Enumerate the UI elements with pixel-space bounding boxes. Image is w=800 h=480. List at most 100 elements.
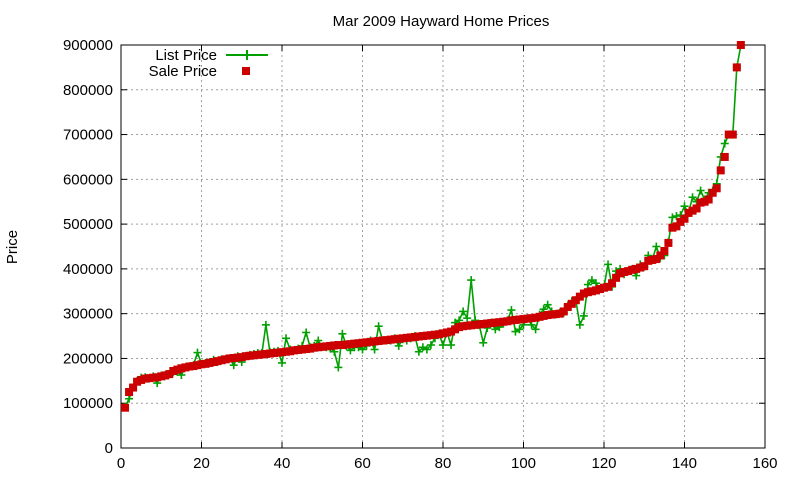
sale-price-point <box>249 351 258 360</box>
sale-price-point <box>197 360 206 369</box>
sale-price-point <box>608 279 617 288</box>
sale-price-point <box>632 264 641 273</box>
sale-price-point <box>692 204 701 213</box>
list-price-point <box>282 334 291 343</box>
sale-price-point <box>346 340 355 349</box>
list-price-point <box>193 348 202 357</box>
list-price-point <box>314 336 323 345</box>
sale-price-point <box>362 338 371 347</box>
sale-price-point <box>680 214 689 223</box>
list-price-point <box>374 322 383 331</box>
sale-price-point <box>189 362 198 371</box>
sale-price-point <box>342 340 351 349</box>
sale-price-point <box>463 321 472 330</box>
sale-price-point <box>129 383 138 392</box>
grid <box>121 45 765 448</box>
list-price-point <box>414 347 423 356</box>
legend-label-sale-price: Sale Price <box>149 63 217 80</box>
sale-price-point <box>511 315 520 324</box>
sale-price-point <box>559 307 568 316</box>
list-price-point <box>278 358 286 367</box>
sale-price-point <box>205 358 214 367</box>
sale-price-point <box>587 287 596 296</box>
sale-price-point <box>567 299 576 308</box>
sale-price-point <box>624 267 633 276</box>
sale-price-point <box>471 320 480 329</box>
sale-price-point <box>535 312 544 321</box>
list-price-point <box>426 341 435 350</box>
y-tick-label: 300000 <box>63 306 113 323</box>
list-price-point <box>543 300 552 309</box>
sale-price-point <box>704 195 713 204</box>
y-tick-label: 900000 <box>63 37 113 54</box>
sale-price-point <box>338 341 347 350</box>
sale-price-point <box>165 370 174 379</box>
sale-price-point <box>732 63 741 72</box>
sale-price-point <box>600 283 608 292</box>
sale-price-point <box>503 317 512 326</box>
list-price-point <box>451 318 460 327</box>
x-tick-label: 40 <box>274 455 291 472</box>
sale-price-point <box>604 282 613 291</box>
sale-price-point <box>245 351 254 360</box>
sale-price-point <box>724 130 733 139</box>
sale-price-point <box>185 362 194 371</box>
list-price-point <box>302 328 311 337</box>
x-tick-label: 120 <box>591 455 616 472</box>
sale-price-point <box>209 358 218 367</box>
y-tick-label: 0 <box>105 440 113 457</box>
x-tick-label: 140 <box>672 455 697 472</box>
sale-price-point <box>579 289 588 298</box>
sale-price-point <box>495 318 504 327</box>
sale-price-point <box>193 361 202 370</box>
sale-price-point <box>233 353 242 362</box>
sale-price-point <box>700 197 709 206</box>
sale-price-point <box>672 222 681 231</box>
sale-price-point <box>121 403 130 412</box>
sale-price-point <box>398 334 407 343</box>
sale-price-point <box>273 348 282 357</box>
sale-price-point <box>447 327 456 336</box>
sale-price-point <box>306 344 315 353</box>
chart-title: Mar 2009 Hayward Home Prices <box>333 13 550 30</box>
sale-price-point <box>676 217 685 226</box>
sale-price-point <box>173 365 182 374</box>
sale-price-point <box>257 350 266 359</box>
sale-price-point <box>563 302 572 311</box>
sale-price-point <box>282 347 291 356</box>
sale-price-point <box>547 310 556 319</box>
sale-price-point <box>736 41 745 49</box>
sale-price-point <box>133 377 142 386</box>
sale-price-point <box>434 330 443 339</box>
list-price-point <box>125 394 134 403</box>
y-tick-label: 500000 <box>63 216 113 233</box>
sale-price-point <box>350 339 359 348</box>
sale-price-point <box>269 349 278 358</box>
list-price-point <box>632 271 641 280</box>
list-price-point <box>394 341 403 350</box>
sale-price-point <box>696 198 705 207</box>
sale-price-point <box>225 354 234 363</box>
sale-price-point <box>414 332 423 341</box>
sale-price-point <box>382 336 391 345</box>
sale-price-point <box>314 343 323 352</box>
sale-price-point <box>487 319 496 328</box>
list-price-point <box>358 345 367 354</box>
y-tick-label: 800000 <box>63 82 113 99</box>
y-tick-label: 400000 <box>63 261 113 278</box>
sale-price-point <box>443 328 452 337</box>
sale-price-point <box>374 336 383 345</box>
sale-price-point <box>177 364 186 373</box>
sale-price-point <box>636 263 645 272</box>
list-price-point <box>591 279 600 288</box>
list-price-point <box>463 314 472 323</box>
sale-price-point <box>451 325 460 334</box>
sale-price-point <box>241 352 250 361</box>
list-price-point <box>511 327 520 336</box>
sale-price-point <box>499 317 508 326</box>
list-price-point <box>527 320 536 329</box>
sale-price-point <box>712 184 721 193</box>
list-price-point <box>455 316 464 325</box>
